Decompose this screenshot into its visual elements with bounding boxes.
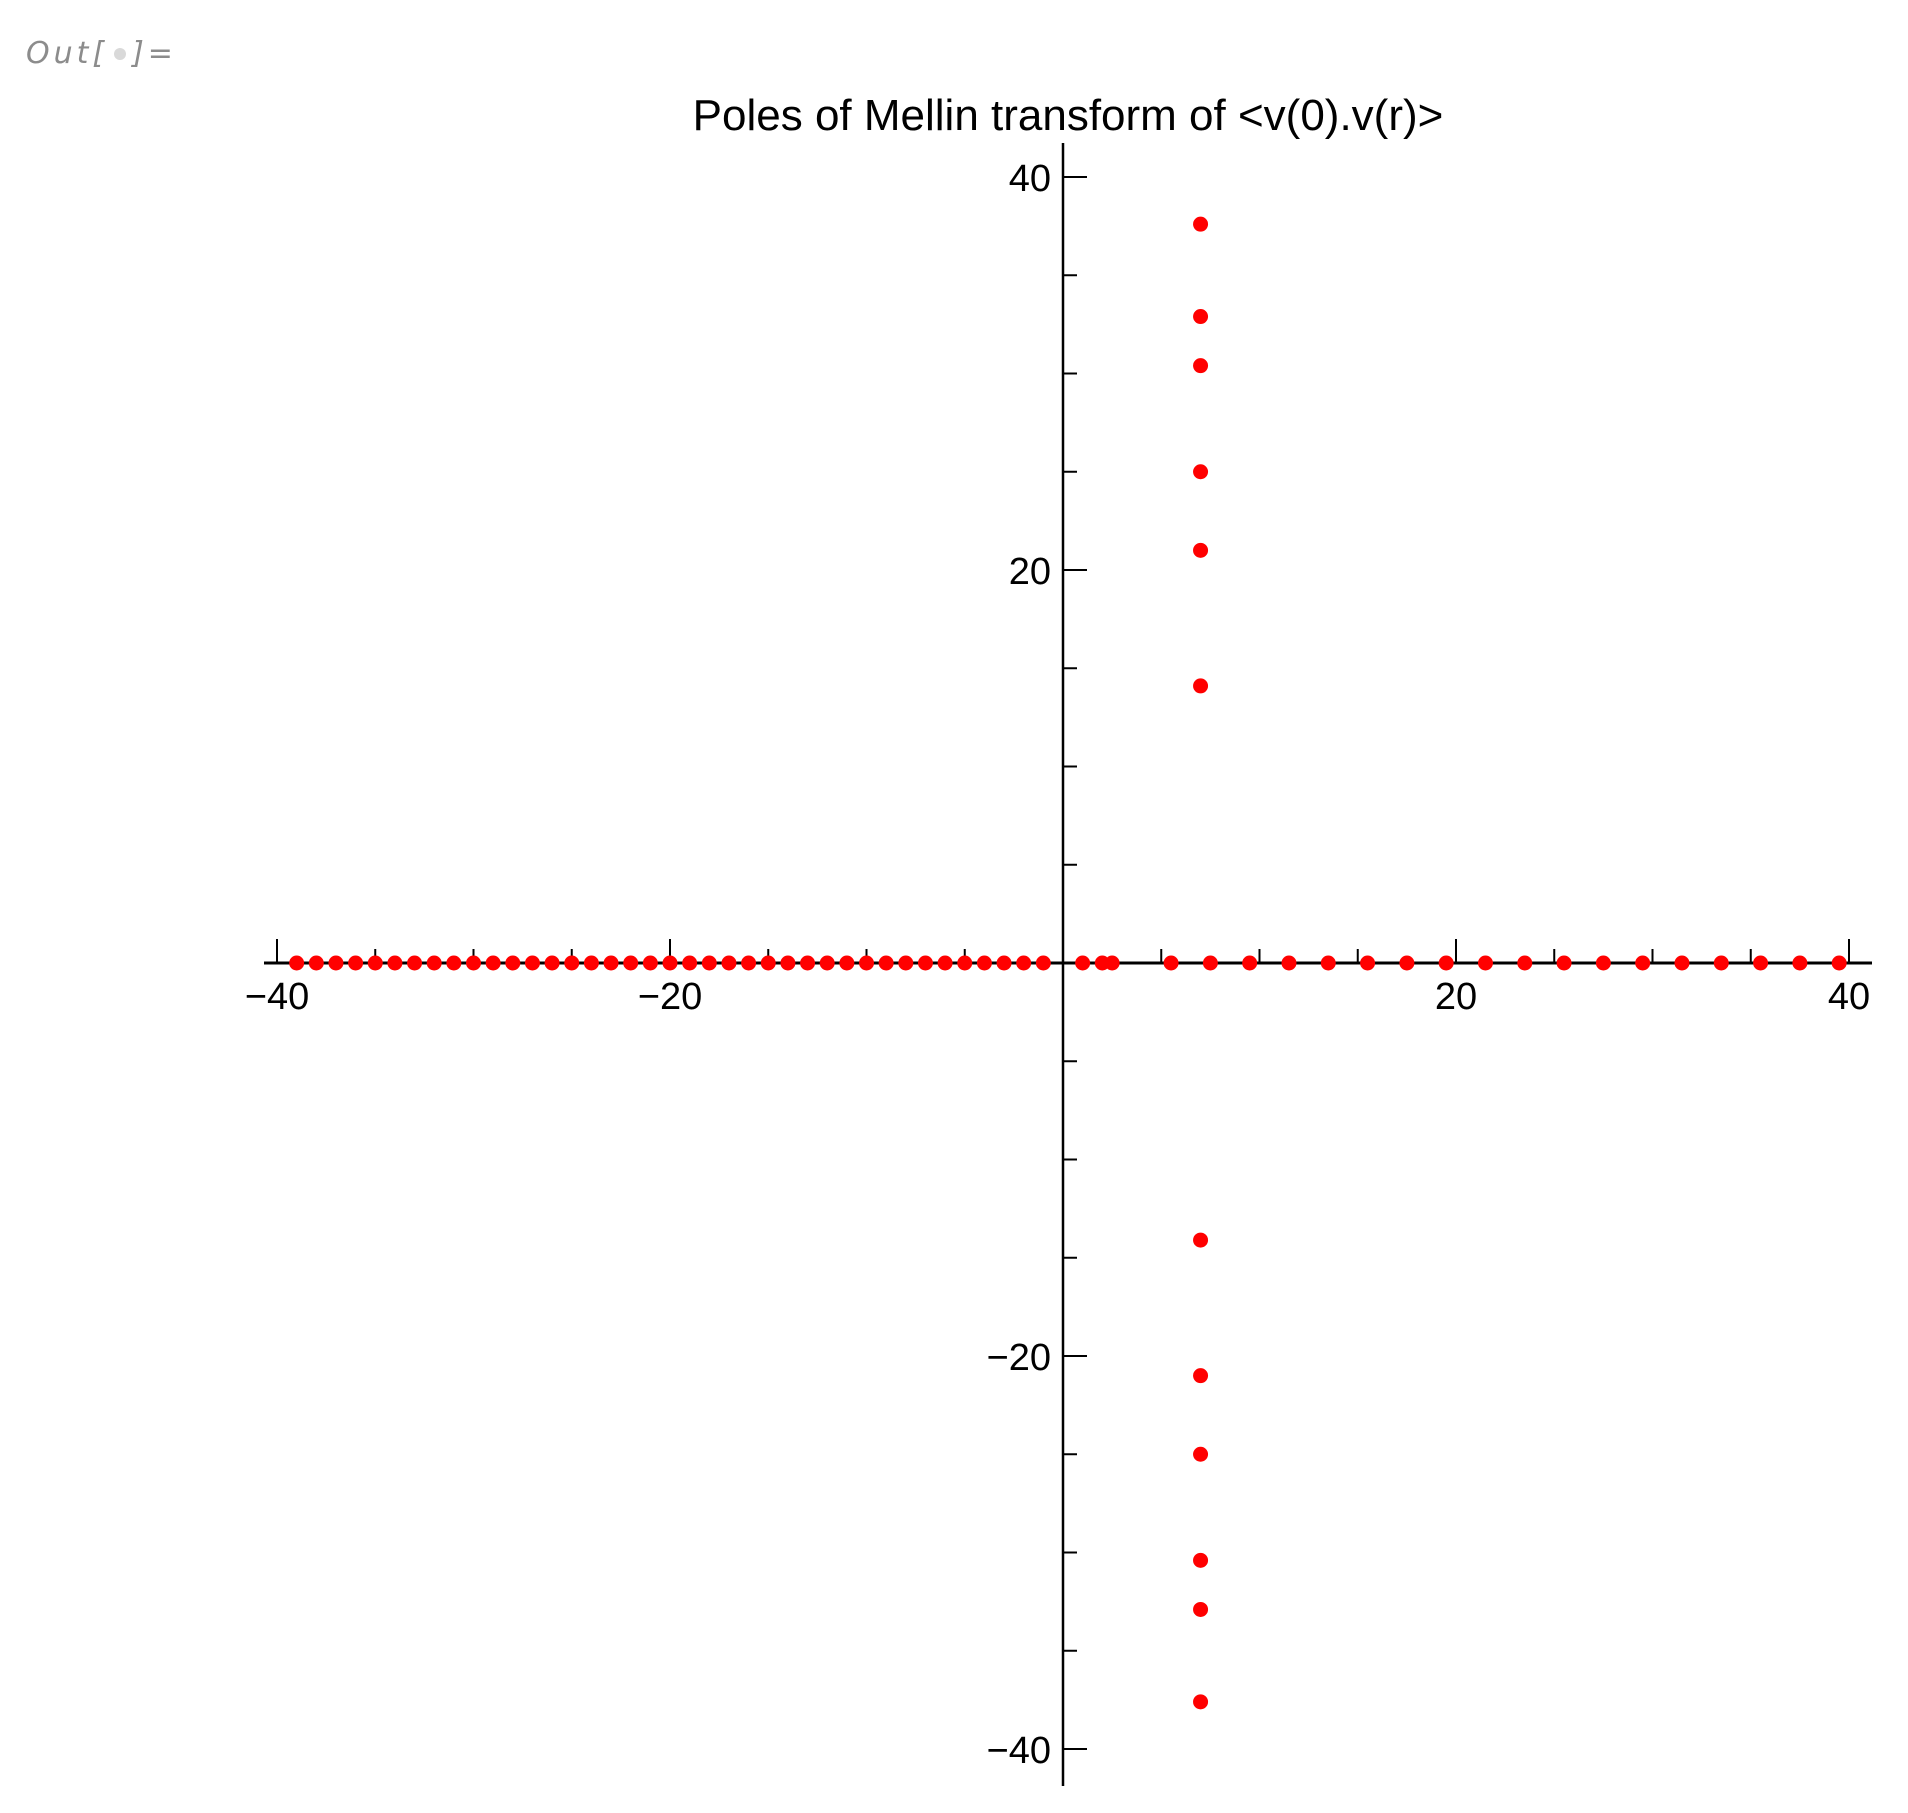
data-point	[623, 955, 639, 971]
data-point	[1163, 955, 1179, 971]
data-point	[1193, 1232, 1209, 1248]
data-point	[760, 955, 776, 971]
data-point	[387, 955, 403, 971]
data-point	[642, 955, 658, 971]
data-point	[800, 955, 816, 971]
data-point	[544, 955, 560, 971]
y-tick-label: −20	[987, 1337, 1051, 1379]
data-point	[1831, 955, 1847, 971]
output-suffix: ]=	[132, 36, 177, 71]
data-point	[819, 955, 835, 971]
axes	[264, 143, 1872, 1786]
data-point	[524, 955, 540, 971]
data-point	[1202, 955, 1218, 971]
data-point	[976, 955, 992, 971]
data-point	[937, 955, 953, 971]
data-point	[583, 955, 599, 971]
data-point	[741, 955, 757, 971]
data-point	[367, 955, 383, 971]
data-point	[1635, 955, 1651, 971]
data-point	[1792, 955, 1808, 971]
data-point	[466, 955, 481, 971]
data-point	[1320, 955, 1336, 971]
data-point	[780, 955, 796, 971]
data-point	[1477, 955, 1493, 971]
chart-title: Poles of Mellin transform of <v(0).v(r)>	[693, 91, 1444, 140]
data-point	[898, 955, 914, 971]
data-point	[1556, 955, 1572, 971]
y-tick-label: −40	[987, 1730, 1051, 1772]
data-point	[485, 955, 501, 971]
data-point	[1517, 955, 1533, 971]
data-point	[1713, 955, 1729, 971]
cell-status-dot-icon	[114, 47, 127, 60]
data-point	[662, 955, 678, 971]
data-point	[1753, 955, 1769, 971]
output-prefix: Out[	[26, 36, 109, 71]
axis-tick-labels: −40 −20 20 40 40 20 −20 −40	[245, 158, 1870, 1772]
data-point	[996, 955, 1012, 971]
output-cell-label: Out[ ]=	[26, 36, 177, 71]
data-point	[1242, 955, 1258, 971]
data-point	[1193, 358, 1209, 374]
data-point	[917, 955, 933, 971]
data-point	[878, 955, 894, 971]
data-point	[1193, 678, 1209, 694]
x-tick-label: 20	[1435, 976, 1477, 1018]
data-point	[1399, 955, 1415, 971]
data-point	[1104, 955, 1120, 971]
data-point	[1360, 955, 1376, 971]
data-point	[1281, 955, 1297, 971]
data-point	[1193, 464, 1209, 480]
data-point	[957, 955, 973, 971]
data-point	[426, 955, 442, 971]
data-point	[407, 955, 423, 971]
data-point	[1075, 955, 1091, 971]
x-tick-label: −40	[245, 976, 309, 1018]
data-point	[1035, 955, 1051, 971]
data-point	[859, 955, 874, 971]
data-point	[701, 955, 717, 971]
data-point	[1016, 955, 1032, 971]
data-point	[348, 955, 364, 971]
data-points	[289, 216, 1847, 1710]
data-point	[505, 955, 521, 971]
data-point	[308, 955, 324, 971]
y-tick-label: 20	[1009, 551, 1051, 593]
data-point	[1193, 542, 1209, 558]
data-point	[289, 955, 305, 971]
y-tick-label: 40	[1009, 158, 1051, 200]
data-point	[839, 955, 855, 971]
x-tick-label: −20	[638, 976, 702, 1018]
data-point	[1674, 955, 1690, 971]
data-point	[1193, 1446, 1209, 1462]
data-point	[1438, 955, 1454, 971]
data-point	[1193, 1552, 1209, 1568]
data-point	[1193, 309, 1209, 325]
data-point	[564, 955, 580, 971]
data-point	[446, 955, 462, 971]
data-point	[1193, 1601, 1209, 1617]
data-point	[1193, 1368, 1209, 1384]
data-point	[682, 955, 698, 971]
data-point	[328, 955, 344, 971]
data-point	[603, 955, 619, 971]
data-point	[1193, 216, 1209, 232]
data-point	[721, 955, 737, 971]
data-point	[1193, 1694, 1209, 1710]
x-tick-label: 40	[1828, 976, 1870, 1018]
data-point	[1595, 955, 1611, 971]
